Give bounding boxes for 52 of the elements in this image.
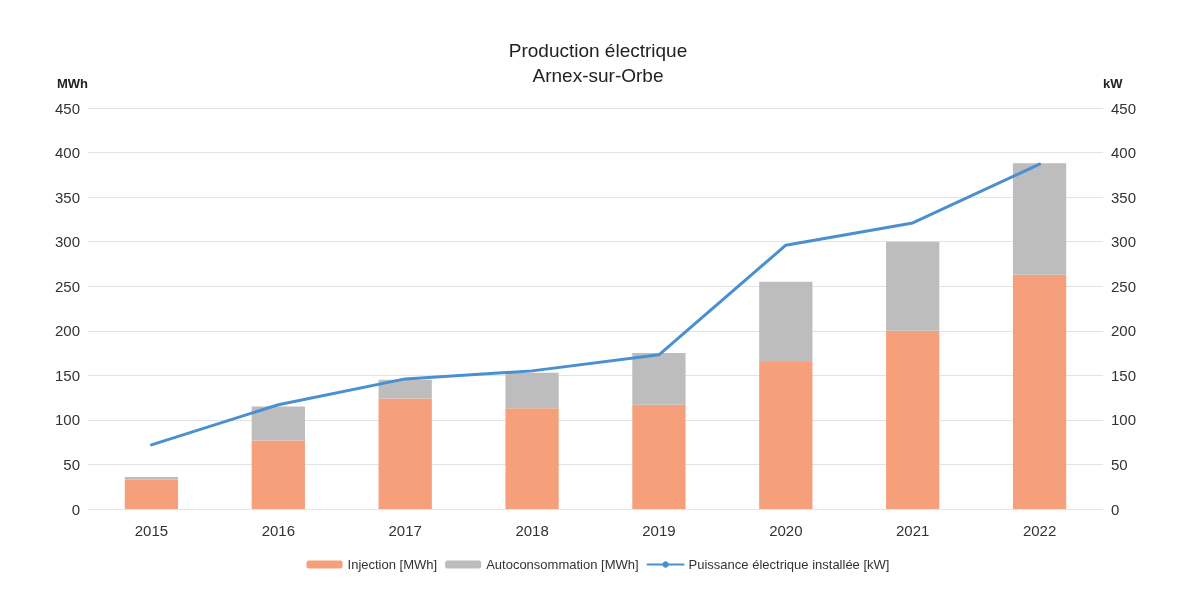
x-tick-label: 2020: [769, 522, 803, 539]
legend-label: Injection [MWh]: [347, 557, 438, 572]
bar: [1012, 274, 1067, 509]
y-tick-label: 200: [54, 322, 80, 340]
y2-tick-label: 100: [1111, 411, 1137, 429]
y-tick-label: 100: [54, 411, 80, 429]
bar: [886, 241, 940, 331]
y2-tick-label: 150: [1111, 366, 1137, 384]
x-tick-label: 2022: [1022, 522, 1057, 539]
y2-tick-label: 200: [1111, 322, 1137, 340]
chart-subtitle: Arnex-sur-Orbe: [532, 65, 664, 86]
bar: [251, 440, 305, 509]
y2-tick-label: 0: [1111, 500, 1120, 518]
x-tick-label: 2016: [261, 522, 295, 539]
bar: [886, 330, 940, 509]
y2-axis-title: kW: [1103, 76, 1124, 91]
x-tick-label: 2021: [896, 522, 930, 539]
y-tick-label: 0: [71, 500, 80, 518]
legend-label: Puissance électrique installée [kW]: [688, 557, 890, 572]
bar: [378, 398, 432, 509]
bar: [1012, 163, 1067, 275]
bar: [251, 406, 305, 441]
bar: [124, 479, 179, 509]
x-tick-label: 2017: [388, 522, 422, 539]
y2-tick-label: 450: [1111, 99, 1137, 117]
bar: [632, 404, 686, 509]
y2-tick-label: 250: [1111, 277, 1137, 295]
x-tick-label: 2018: [515, 522, 549, 539]
bar: [124, 476, 179, 480]
y2-tick-label: 400: [1111, 144, 1137, 162]
y2-tick-label: 300: [1111, 233, 1137, 251]
bar: [378, 379, 432, 399]
y-tick-label: 150: [54, 366, 80, 384]
x-tick-label: 2019: [642, 522, 676, 539]
bar: [759, 281, 813, 362]
y2-tick-label: 50: [1111, 455, 1128, 473]
legend-label: Autoconsommation [MWh]: [486, 557, 639, 572]
chart-title: Production électrique: [508, 40, 688, 61]
bar: [505, 408, 559, 509]
y-tick-label: 50: [63, 455, 80, 473]
y-axis-title: MWh: [56, 76, 89, 91]
x-tick-label: 2015: [134, 522, 169, 539]
y2-tick-label: 350: [1111, 188, 1137, 206]
line-series: [149, 162, 1042, 447]
y-tick-label: 450: [54, 99, 80, 117]
bar: [632, 353, 686, 405]
y-tick-label: 350: [54, 188, 80, 206]
y-tick-label: 300: [54, 233, 80, 251]
bar: [759, 361, 813, 509]
y-tick-label: 400: [54, 144, 80, 162]
bar: [505, 372, 559, 409]
y-tick-label: 250: [54, 277, 80, 295]
